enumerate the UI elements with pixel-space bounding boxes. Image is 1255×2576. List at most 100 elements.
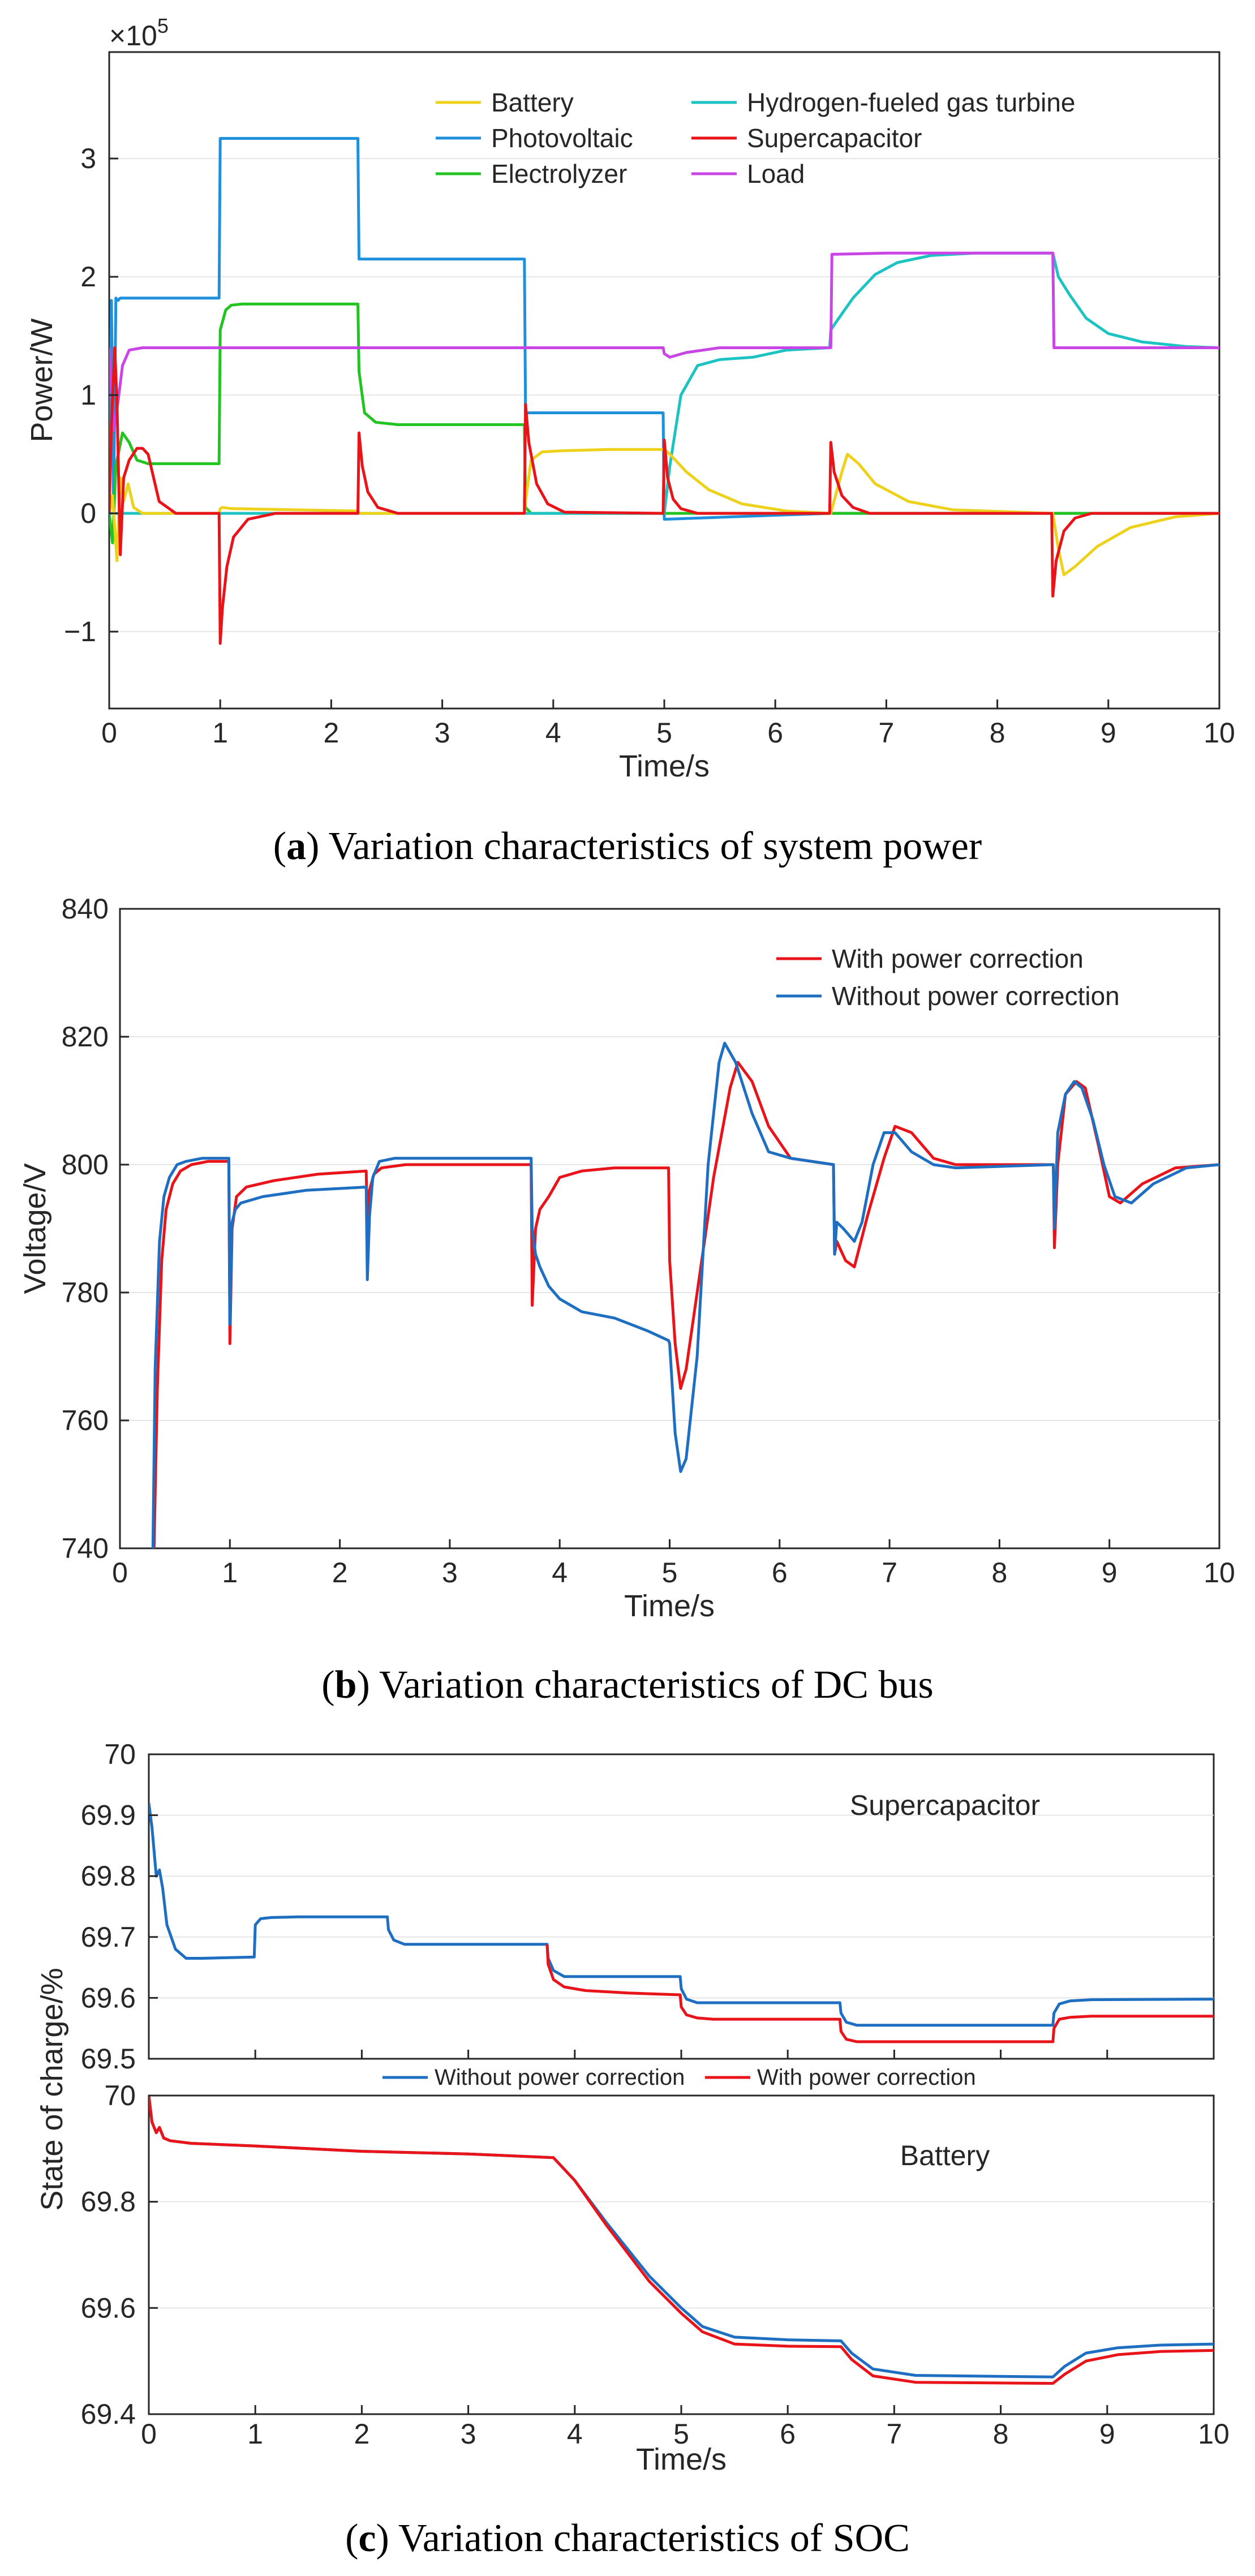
series-load-line [109,251,1219,432]
soc-battery-series [149,2096,1214,2385]
voltage-chart: 740 760 780 800 820 840 0 1 2 3 4 5 6 7 8 9 10 Time/s Vo… [18,893,1235,1707]
series-electrolyzer-line [109,302,1219,544]
soc-legend: Without power correction With power corre… [382,2065,976,2090]
x-tick-label: 0 [141,2418,157,2450]
x-tick-label: 4 [545,717,561,749]
x-tick-label: 5 [656,717,672,749]
x-tick-label: 2 [354,2418,369,2450]
voltage-y-axis-label: Voltage/V [18,1163,52,1294]
soc-caption: (c) Variation characteristics of SOC [345,2517,910,2560]
x-tick-label: 0 [101,717,117,749]
y-tick-label: 820 [62,1021,109,1053]
x-tick-label: 3 [442,1557,458,1588]
series-group [151,1041,1219,1548]
x-tick-label: 4 [567,2418,583,2450]
legend-label-load: Load [747,159,805,188]
voltage-x-axis-label: Time/s [624,1589,715,1623]
y-tick-label: 760 [62,1405,109,1436]
supercapacitor-annotation: Supercapacitor [850,1789,1040,1821]
y-tick-label: 69.9 [81,1800,136,1831]
power-chart: −1 0 1 2 3 0 1 2 3 4 5 6 7 8 9 10 ×105 Time/s Power/W B… [25,14,1235,868]
x-tick-label: 7 [886,2418,902,2450]
soc-supercapacitor-ticks: 69.5 69.6 69.7 69.8 69.9 70 [81,1738,1215,2075]
y-tick-label: 69.6 [81,2292,136,2324]
series-hydrogen-fueled-gas-turbine-line [109,251,1219,515]
x-tick-label: 3 [435,717,450,749]
y-tick-label: 780 [62,1277,109,1308]
x-tick-label: 4 [552,1557,568,1588]
x-tick-label: 8 [990,717,1005,749]
voltage-ticks: 740 760 780 800 820 840 0 1 2 3 4 5 6 7 8 9 10 [62,893,1235,1588]
x-tick-label: 5 [673,2418,689,2450]
y-tick-label: 69.8 [81,1860,136,1892]
x-tick-label: 1 [222,1557,238,1588]
series-group [149,2096,1214,2385]
power-plot-area [108,51,1220,710]
x-tick-label: 2 [323,717,339,749]
x-tick-label: 9 [1099,2418,1115,2450]
y-tick-label: 740 [62,1532,109,1564]
power-exponent-label: ×105 [109,14,169,51]
y-tick-label: 70 [104,1738,136,1770]
soc-x-axis-label: Time/s [636,2442,727,2476]
x-tick-label: 6 [767,717,783,749]
power-x-axis-label: Time/s [619,749,710,783]
series-group [149,1802,1214,2043]
y-tick-label: 800 [62,1149,109,1180]
y-tick-label: 2 [80,261,96,293]
x-tick-label: 1 [247,2418,263,2450]
voltage-series [151,1041,1219,1548]
soc-supercapacitor-series [149,1802,1214,2043]
series-group [109,137,1219,645]
series-with-power-correction-line [545,1944,1214,2043]
y-tick-label: 70 [104,2080,136,2111]
power-ticks: −1 0 1 2 3 0 1 2 3 4 5 6 7 8 9 10 [64,143,1235,749]
legend-label-supercapacitor: Supercapacitor [747,123,922,153]
x-tick-label: 1 [212,717,228,749]
x-tick-label: 10 [1204,717,1235,749]
y-tick-label: 69.5 [81,2043,136,2075]
x-tick-label: 0 [112,1557,128,1588]
y-tick-label: 3 [80,143,96,174]
y-tick-label: 69.6 [81,1982,136,2013]
legend-label-without-power-correction: Without power correction [832,981,1120,1011]
x-tick-label: 7 [878,717,894,749]
soc-supercapacitor-chart: 69.5 69.6 69.7 69.8 69.9 70 Supercapacitor [81,1738,1215,2075]
y-tick-label: 840 [62,893,109,925]
y-tick-label: 0 [80,497,96,529]
y-tick-label: 69.4 [81,2398,136,2430]
x-tick-label: 3 [461,2418,476,2450]
legend-label-with-power-correction: With power correction [757,2065,976,2090]
battery-annotation: Battery [900,2140,990,2171]
soc-battery-ticks: 69.4 69.6 69.8 70 0 1 2 3 4 5 6 7 8 9 10 [81,2080,1230,2450]
x-tick-label: 9 [1101,717,1116,749]
legend-label-hydrogen-fueled-gas-turbine: Hydrogen-fueled gas turbine [747,88,1075,117]
x-tick-label: 6 [772,1557,788,1588]
x-tick-label: 8 [993,2418,1009,2450]
power-legend: Battery Photovoltaic Electrolyzer Hydrogen-… [436,88,1075,188]
series-without-power-correction-line [151,1041,1219,1548]
power-y-axis-label: Power/W [25,318,59,442]
soc-y-axis-label: State of charge/% [35,1968,69,2210]
x-tick-label: 6 [780,2418,796,2450]
voltage-caption: (b) Variation characteristics of DC bus [321,1663,934,1707]
legend-label-photovoltaic: Photovoltaic [491,123,633,153]
legend-label-without-power-correction: Without power correction [435,2065,685,2090]
legend-label-battery: Battery [491,88,574,117]
voltage-legend: With power correction Without power corre… [776,944,1120,1011]
y-tick-label: 69.8 [81,2186,136,2218]
soc-battery-plot-area [148,2094,1215,2415]
series-with-power-correction-line [149,2096,1214,2385]
y-tick-label: 69.7 [81,1921,136,1953]
x-tick-label: 10 [1204,1557,1235,1588]
legend-label-electrolyzer: Electrolyzer [491,159,627,188]
series-supercapacitor-line [109,346,1219,645]
x-tick-label: 9 [1102,1557,1118,1588]
x-tick-label: 10 [1198,2418,1230,2450]
x-tick-label: 7 [882,1557,897,1588]
y-tick-label: 1 [80,379,96,411]
x-tick-label: 8 [991,1557,1007,1588]
y-tick-label: −1 [64,616,96,647]
power-caption: (a) Variation characteristics of system … [273,825,982,868]
